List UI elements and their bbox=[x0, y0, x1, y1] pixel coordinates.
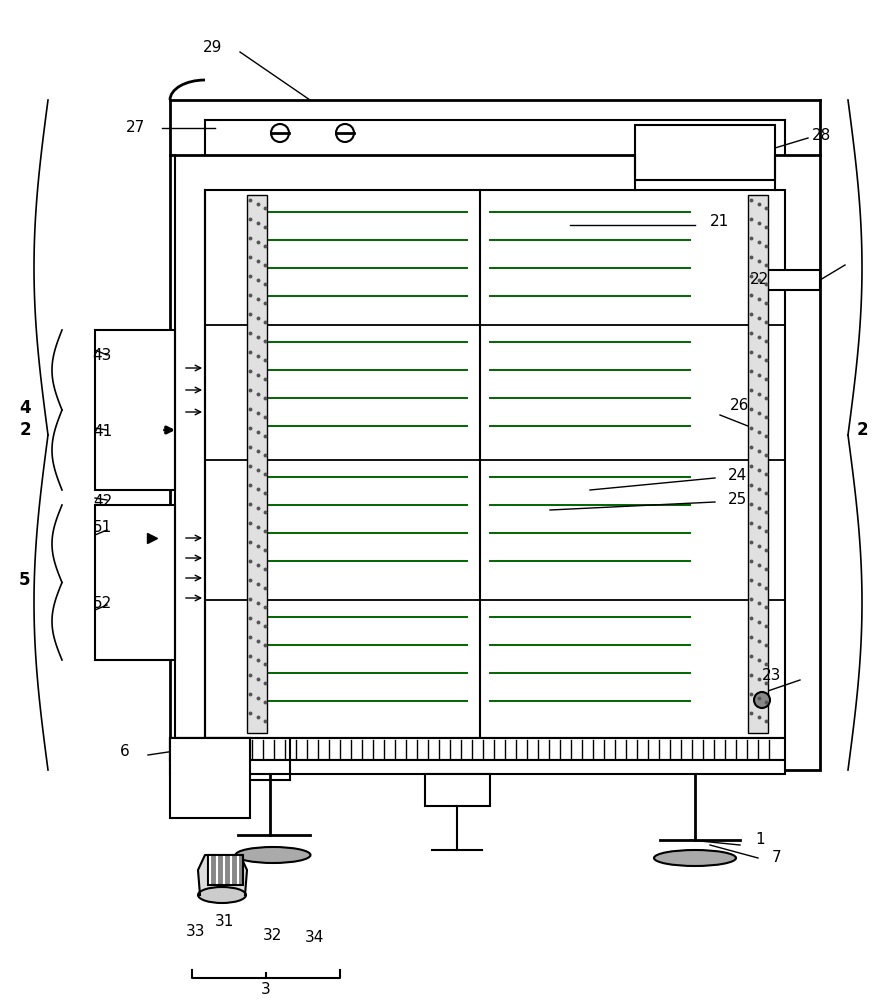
Text: 26: 26 bbox=[730, 397, 750, 412]
Bar bbox=[760, 270, 820, 290]
Text: 42: 42 bbox=[93, 494, 112, 510]
Text: 6: 6 bbox=[120, 744, 130, 760]
Text: 5: 5 bbox=[19, 571, 31, 589]
Bar bbox=[748, 195, 768, 733]
Text: 3: 3 bbox=[261, 982, 271, 998]
Ellipse shape bbox=[235, 847, 311, 863]
Text: 2: 2 bbox=[19, 421, 31, 439]
Ellipse shape bbox=[198, 887, 246, 903]
Text: 23: 23 bbox=[762, 668, 781, 682]
Bar bbox=[170, 155, 820, 770]
Bar bbox=[205, 190, 785, 738]
Bar bbox=[170, 760, 785, 774]
Text: 22: 22 bbox=[750, 272, 769, 288]
Text: 2: 2 bbox=[856, 421, 868, 439]
Circle shape bbox=[754, 692, 770, 708]
Text: 7: 7 bbox=[772, 850, 781, 865]
Text: 4: 4 bbox=[19, 399, 31, 417]
Text: 27: 27 bbox=[126, 120, 145, 135]
Text: 41: 41 bbox=[93, 424, 112, 440]
Text: 25: 25 bbox=[728, 492, 747, 508]
Text: 32: 32 bbox=[262, 928, 281, 942]
Text: 52: 52 bbox=[93, 595, 112, 610]
Text: 29: 29 bbox=[203, 40, 222, 55]
Bar bbox=[170, 738, 250, 760]
Bar bbox=[95, 505, 175, 660]
Text: 31: 31 bbox=[215, 914, 235, 930]
Text: 33: 33 bbox=[186, 924, 205, 940]
Bar bbox=[95, 330, 175, 490]
Bar bbox=[170, 738, 785, 760]
Text: 43: 43 bbox=[93, 348, 112, 362]
Circle shape bbox=[271, 124, 289, 142]
Bar bbox=[635, 125, 775, 180]
Bar bbox=[425, 774, 490, 806]
Text: 28: 28 bbox=[812, 127, 831, 142]
Text: 34: 34 bbox=[305, 930, 325, 946]
Bar bbox=[208, 855, 243, 885]
Text: 24: 24 bbox=[728, 468, 747, 483]
Bar bbox=[247, 195, 267, 733]
Text: 1: 1 bbox=[755, 832, 765, 848]
Text: 21: 21 bbox=[710, 215, 729, 230]
Circle shape bbox=[336, 124, 354, 142]
Text: 51: 51 bbox=[93, 520, 112, 536]
Ellipse shape bbox=[654, 850, 736, 866]
Polygon shape bbox=[198, 855, 247, 895]
Bar bbox=[170, 738, 250, 818]
